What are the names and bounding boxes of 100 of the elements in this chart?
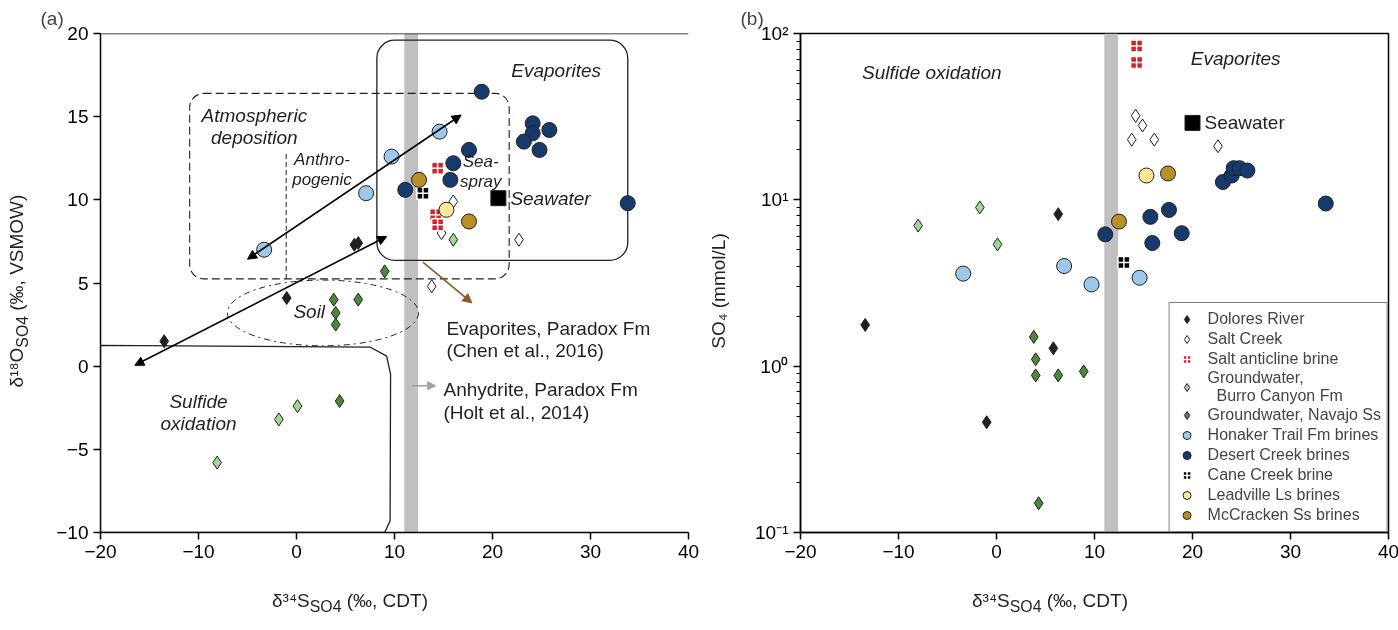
- x-tick-label: 0: [991, 540, 1002, 562]
- annotation: Seawater: [1204, 112, 1286, 134]
- point: [445, 155, 462, 172]
- point: [1129, 39, 1144, 53]
- point: [1160, 201, 1177, 218]
- point: [1317, 195, 1334, 212]
- y-tick-label: 20: [67, 23, 89, 44]
- point: [430, 161, 445, 175]
- point: [1078, 364, 1089, 379]
- x-tick-label: 40: [1377, 540, 1398, 562]
- point: [992, 237, 1003, 252]
- point: [1131, 269, 1148, 286]
- point: [1033, 496, 1044, 511]
- point: [1028, 329, 1039, 344]
- annotation: Anthro-pogenic: [291, 150, 353, 190]
- point: [1239, 162, 1256, 179]
- point: [1053, 207, 1064, 222]
- point: [1173, 225, 1190, 242]
- point: [541, 121, 558, 138]
- point: [411, 171, 427, 188]
- annotation: Seawater: [510, 187, 592, 209]
- point: [328, 292, 339, 307]
- y-tick-label: 10: [67, 189, 89, 211]
- point: [397, 181, 414, 198]
- annotation: Sea-spray: [459, 152, 504, 192]
- annotation: Sulfide oxidation: [160, 391, 237, 435]
- legend-label: Groundwater, Burro Canyon Fm: [1207, 369, 1343, 405]
- x-tick-label: 20: [1181, 540, 1204, 562]
- legend-label: McCracken Ss brines: [1207, 506, 1360, 524]
- annotation: Atmospheric deposition: [200, 105, 308, 149]
- x-tick-label: 20: [481, 540, 504, 562]
- point: [955, 265, 972, 282]
- point: [416, 186, 430, 200]
- x-tick-label: 40: [677, 540, 700, 562]
- point: [1117, 255, 1131, 270]
- annotation: Sulfide oxidation: [862, 62, 1002, 84]
- chart-title: (b): [740, 7, 764, 29]
- x-tick-label: 30: [579, 540, 602, 562]
- legend-label: Groundwater, Navajo Ss: [1207, 406, 1381, 424]
- y-tick-label: 5: [77, 272, 89, 294]
- y-tick-label: 0: [77, 355, 89, 377]
- y-tick-label: 10¹: [761, 189, 789, 211]
- point: [448, 194, 459, 209]
- x-tick-label: 30: [1279, 540, 1302, 562]
- point: [1030, 352, 1041, 367]
- x-axis-title: δ³⁴S$_{SO4}$ (‰, CDT): [971, 589, 1129, 617]
- point: [1030, 368, 1041, 383]
- point: [379, 264, 390, 279]
- point: [1184, 114, 1201, 131]
- y-tick-label: −10: [56, 522, 89, 543]
- annotation: Evaporites: [1190, 47, 1281, 69]
- legend-label: Salt Creek: [1207, 330, 1283, 348]
- point: [281, 290, 292, 305]
- x-tick-label: 10: [1083, 540, 1106, 562]
- x-tick-label: 0: [291, 540, 302, 562]
- y-tick-label: 10⁰: [760, 355, 789, 377]
- x-tick-label: −20: [784, 540, 817, 562]
- point: [1138, 167, 1155, 184]
- y-tick-label: 10⁻¹: [755, 522, 789, 543]
- point: [292, 399, 303, 414]
- point: [531, 141, 548, 158]
- point: [442, 171, 459, 188]
- chart-title: (a): [40, 7, 64, 29]
- point: [490, 190, 507, 207]
- point: [1083, 276, 1100, 293]
- point: [426, 279, 437, 294]
- annotation: Anhydrite, Paradox Fm (Holt et al., 2014): [443, 379, 638, 423]
- legend-label: Leadville Ls brines: [1207, 486, 1341, 504]
- point: [981, 415, 992, 430]
- point: [860, 317, 871, 332]
- point: [334, 394, 345, 409]
- y-tick-label: −5: [66, 438, 89, 460]
- point: [1149, 132, 1160, 147]
- x-tick-label: 10: [383, 540, 406, 562]
- point: [1056, 258, 1073, 275]
- point: [1111, 213, 1127, 230]
- x-tick-label: −10: [882, 540, 915, 562]
- y-tick-label: 15: [67, 106, 89, 128]
- annotation: Soil: [293, 300, 326, 322]
- legend-label: Honaker Trail Fm brines: [1207, 426, 1379, 444]
- point: [1137, 118, 1148, 133]
- legend-label: Salt anticline brine: [1207, 350, 1339, 368]
- annotation: Evaporites: [511, 59, 602, 81]
- point: [448, 232, 459, 247]
- legend-label: Desert Creek brines: [1207, 446, 1350, 464]
- point: [430, 218, 445, 232]
- point: [1048, 341, 1059, 356]
- legend-label: Dolores River: [1207, 310, 1305, 328]
- point: [330, 305, 341, 320]
- point: [1097, 226, 1114, 243]
- point: [515, 133, 532, 150]
- point: [1126, 132, 1137, 147]
- point: [460, 213, 477, 230]
- y-axis-title: SO₄ (mmol/L): [707, 233, 731, 349]
- point: [330, 317, 341, 332]
- point: [1053, 368, 1064, 383]
- x-axis-title: δ³⁴S$_{SO4}$ (‰, CDT): [271, 589, 429, 617]
- point: [159, 334, 170, 349]
- point: [358, 185, 375, 202]
- point: [1160, 165, 1176, 182]
